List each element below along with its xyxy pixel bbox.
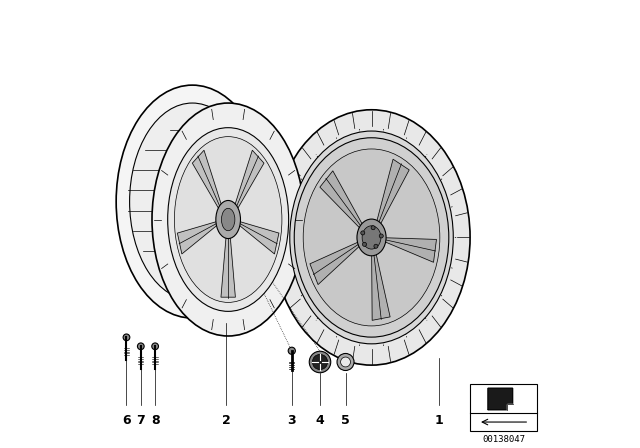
Ellipse shape [309, 351, 331, 373]
Ellipse shape [288, 347, 296, 354]
Ellipse shape [152, 103, 305, 336]
Text: 6: 6 [122, 414, 131, 427]
Polygon shape [234, 150, 264, 211]
Ellipse shape [340, 357, 351, 367]
Ellipse shape [361, 231, 365, 235]
Text: 00138047: 00138047 [482, 435, 525, 444]
Polygon shape [320, 171, 364, 230]
Polygon shape [310, 241, 361, 284]
Polygon shape [372, 250, 390, 320]
Ellipse shape [168, 128, 289, 311]
Text: 4: 4 [316, 414, 324, 427]
Ellipse shape [221, 208, 235, 231]
Text: 1: 1 [435, 414, 443, 427]
Polygon shape [376, 159, 409, 227]
Polygon shape [383, 238, 436, 262]
Ellipse shape [362, 242, 367, 246]
Ellipse shape [290, 131, 453, 344]
Ellipse shape [216, 201, 241, 238]
Polygon shape [238, 221, 279, 254]
Ellipse shape [273, 110, 470, 365]
Bar [470, 384, 538, 431]
Ellipse shape [123, 334, 130, 340]
Polygon shape [507, 404, 513, 410]
Text: 7: 7 [136, 414, 145, 427]
Ellipse shape [371, 226, 375, 230]
Ellipse shape [138, 343, 144, 349]
Ellipse shape [374, 244, 378, 248]
Text: 8: 8 [151, 414, 159, 427]
Polygon shape [193, 150, 223, 211]
Ellipse shape [129, 103, 255, 300]
Ellipse shape [175, 137, 282, 302]
Text: 2: 2 [221, 414, 230, 427]
Ellipse shape [152, 343, 159, 349]
Ellipse shape [312, 354, 328, 370]
Text: 5: 5 [341, 414, 350, 427]
Ellipse shape [303, 149, 440, 326]
Polygon shape [221, 231, 236, 297]
Ellipse shape [357, 219, 386, 256]
Ellipse shape [337, 353, 354, 370]
Ellipse shape [116, 85, 269, 318]
Ellipse shape [380, 234, 383, 238]
Polygon shape [177, 221, 218, 254]
Ellipse shape [362, 226, 381, 249]
Text: 3: 3 [287, 414, 296, 427]
Ellipse shape [294, 138, 449, 337]
Polygon shape [488, 388, 513, 410]
